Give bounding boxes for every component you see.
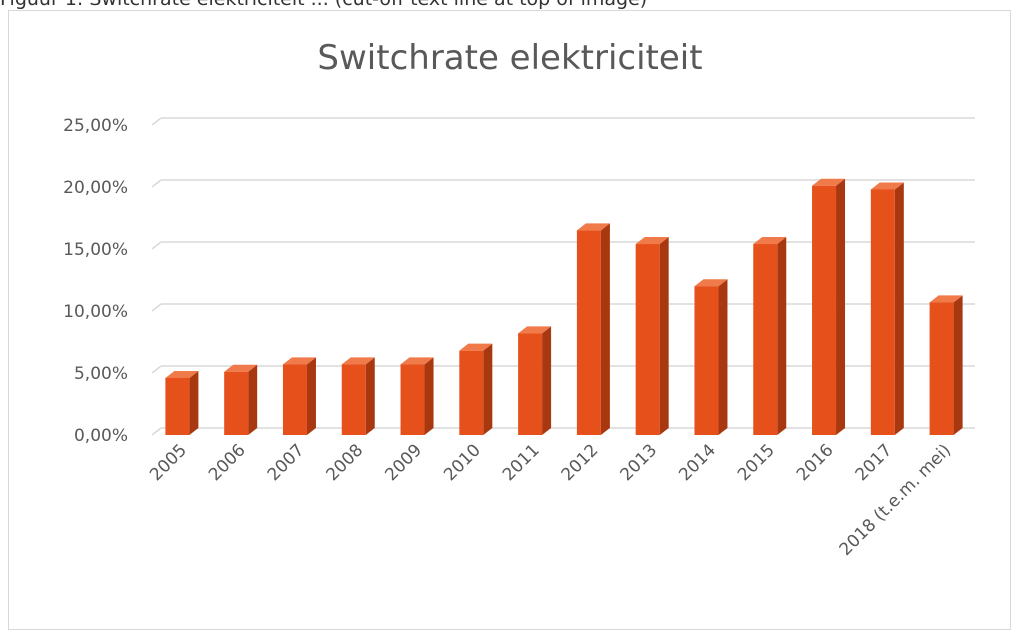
x-tick-label: 2015: [734, 440, 779, 485]
bar-front: [224, 371, 249, 435]
gridline-depth: [151, 117, 162, 126]
bar-top: [224, 364, 258, 372]
x-tick-label: 2008: [323, 440, 368, 485]
bar-side: [953, 295, 963, 435]
x-axis-ticks: 2005 2006 2007 2008 2009 2010 2011 2012 2013 2014…: [146, 440, 955, 559]
bar-front: [282, 364, 307, 435]
bar-front: [400, 364, 425, 435]
bar-side: [894, 182, 904, 435]
y-tick-label: 15,00%: [63, 240, 128, 260]
bar-side: [189, 370, 199, 435]
bar-front: [929, 302, 954, 435]
bar-side: [777, 237, 787, 435]
chart-title: Switchrate elektriciteit: [317, 38, 703, 78]
bar: [518, 326, 552, 435]
bar-front: [459, 350, 484, 435]
bar: [224, 364, 258, 435]
x-tick-label: 2005: [146, 440, 191, 485]
y-tick-label: 20,00%: [63, 178, 128, 198]
bar-top: [341, 357, 375, 365]
bar-side: [306, 357, 316, 435]
x-tick-label: 2011: [499, 440, 544, 485]
bar-top: [576, 223, 610, 231]
bar-top: [282, 357, 316, 365]
bar-top: [812, 178, 846, 186]
bar-front: [165, 377, 190, 435]
bar-top: [459, 343, 493, 351]
x-tick-label: 2007: [264, 440, 309, 485]
bar-side: [365, 357, 375, 435]
bar-front: [870, 189, 895, 435]
bar-side: [718, 279, 728, 435]
bar: [282, 357, 316, 435]
bars: [165, 178, 963, 435]
bar-side: [836, 178, 846, 435]
bar: [753, 237, 787, 435]
bar-top: [870, 182, 904, 190]
gridline-depth: [151, 365, 162, 374]
x-tick-label: 2014: [675, 440, 720, 485]
gridline-depth: [151, 303, 162, 312]
x-tick-label: 2013: [616, 440, 661, 485]
bar-top: [929, 295, 963, 303]
bar-side: [483, 343, 493, 435]
bar-front: [812, 185, 837, 435]
gridline-depth: [151, 427, 162, 436]
x-tick-label: 2012: [558, 440, 603, 485]
bar-top: [400, 357, 434, 365]
bar-front: [694, 286, 719, 435]
x-tick-label: 2010: [440, 440, 485, 485]
bar-side: [248, 364, 258, 435]
bar-side: [542, 326, 552, 435]
bar: [694, 279, 728, 435]
bar: [812, 178, 846, 435]
y-axis-ticks: 0,00% 5,00% 10,00% 15,00% 20,00% 25,00%: [63, 116, 128, 446]
bar-front: [518, 333, 543, 435]
y-tick-label: 5,00%: [74, 364, 128, 384]
bar: [870, 182, 904, 435]
x-tick-label: 2009: [381, 440, 426, 485]
bar-top: [635, 237, 669, 245]
gridline-depth: [151, 241, 162, 250]
gridline-depth: [151, 179, 162, 188]
bar: [341, 357, 375, 435]
cut-off-caption-text: Figuur 1: Switchrate elektriciteit ... (…: [0, 0, 1020, 10]
bar: [165, 370, 199, 435]
bar-front: [753, 244, 778, 435]
y-tick-label: 10,00%: [63, 302, 128, 322]
bar-top: [694, 279, 728, 287]
bar: [635, 237, 669, 435]
bar-side: [600, 223, 610, 435]
bar-front: [576, 230, 601, 435]
bar-top: [165, 370, 199, 378]
x-tick-label: 2006: [205, 440, 250, 485]
bar-side: [659, 237, 669, 435]
bar-top: [518, 326, 552, 334]
bar-front: [635, 244, 660, 435]
y-tick-label: 25,00%: [63, 116, 128, 136]
bar: [400, 357, 434, 435]
bar: [576, 223, 610, 435]
bar: [459, 343, 493, 435]
x-tick-label: 2017: [852, 440, 897, 485]
bar-top: [753, 237, 787, 245]
gridlines: [151, 117, 975, 436]
bar-front: [341, 364, 366, 435]
bar: [929, 295, 963, 435]
y-tick-label: 0,00%: [74, 426, 128, 446]
bar-side: [424, 357, 434, 435]
x-tick-label: 2016: [793, 440, 838, 485]
x-tick-label: 2018 (t.e.m. mei): [836, 440, 955, 559]
